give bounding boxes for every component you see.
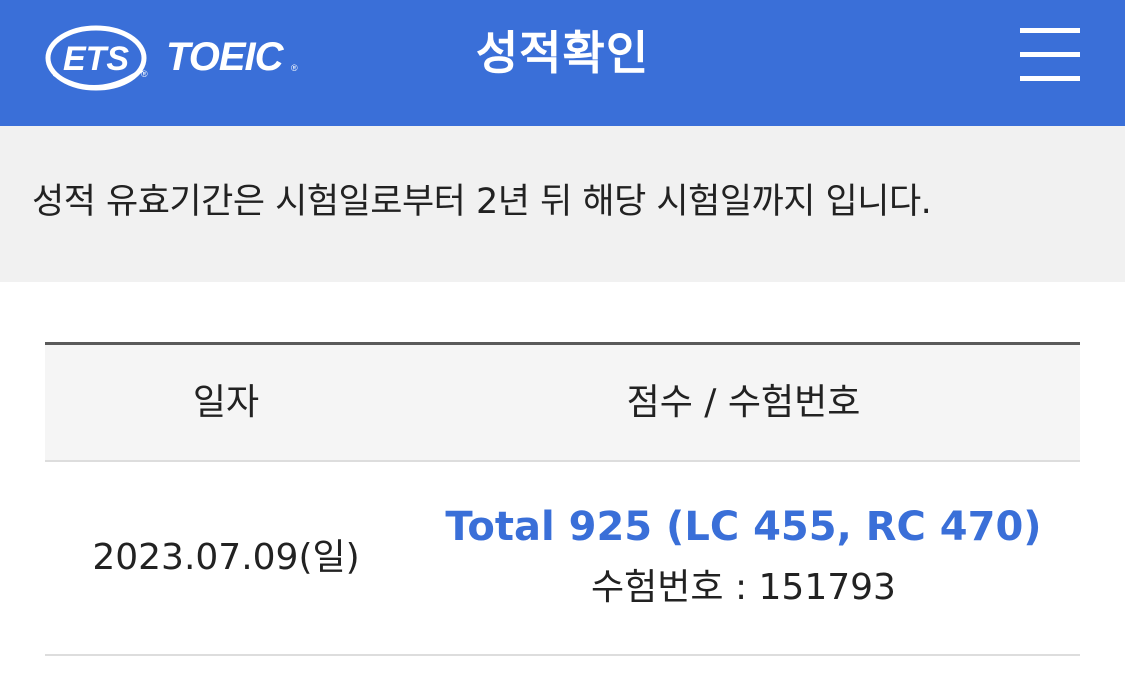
hamburger-menu-icon[interactable] (1014, 22, 1086, 88)
menu-bar (1020, 52, 1080, 57)
score-total-link[interactable]: Total 925 (LC 455, RC 470) (445, 504, 1042, 550)
validity-notice: 성적 유효기간은 시험일로부터 2년 뒤 해당 시험일까지 입니다. (0, 126, 1125, 282)
svg-text:®: ® (141, 69, 148, 79)
column-header-score: 점수 / 수험번호 (626, 382, 861, 423)
table-header: 일자 점수 / 수험번호 (45, 342, 1080, 462)
exam-number: 수험번호 : 151793 (591, 567, 896, 608)
ets-toeic-logo[interactable]: ETS TOEIC ® ® (44, 14, 304, 104)
test-date: 2023.07.09(일) (92, 537, 360, 578)
svg-text:®: ® (291, 63, 298, 73)
score-cell: Total 925 (LC 455, RC 470) 수험번호 : 151793 (407, 462, 1080, 654)
app-header: ETS TOEIC ® ® 성적확인 (0, 0, 1125, 126)
table-row[interactable]: 2023.07.09(일) Total 925 (LC 455, RC 470)… (45, 462, 1080, 656)
logo-toeic-text: TOEIC (166, 35, 285, 79)
page-title: 성적확인 (475, 26, 650, 80)
score-table: 일자 점수 / 수험번호 2023.07.09(일) Total 925 (LC… (45, 342, 1080, 656)
logo-ets-text: ETS (63, 40, 129, 78)
ets-toeic-logo-graphic: ETS TOEIC ® ® (45, 25, 298, 91)
menu-bar (1020, 28, 1080, 33)
menu-bar (1020, 76, 1080, 81)
validity-notice-text: 성적 유효기간은 시험일로부터 2년 뒤 해당 시험일까지 입니다. (32, 182, 932, 222)
column-header-date: 일자 (192, 382, 260, 423)
